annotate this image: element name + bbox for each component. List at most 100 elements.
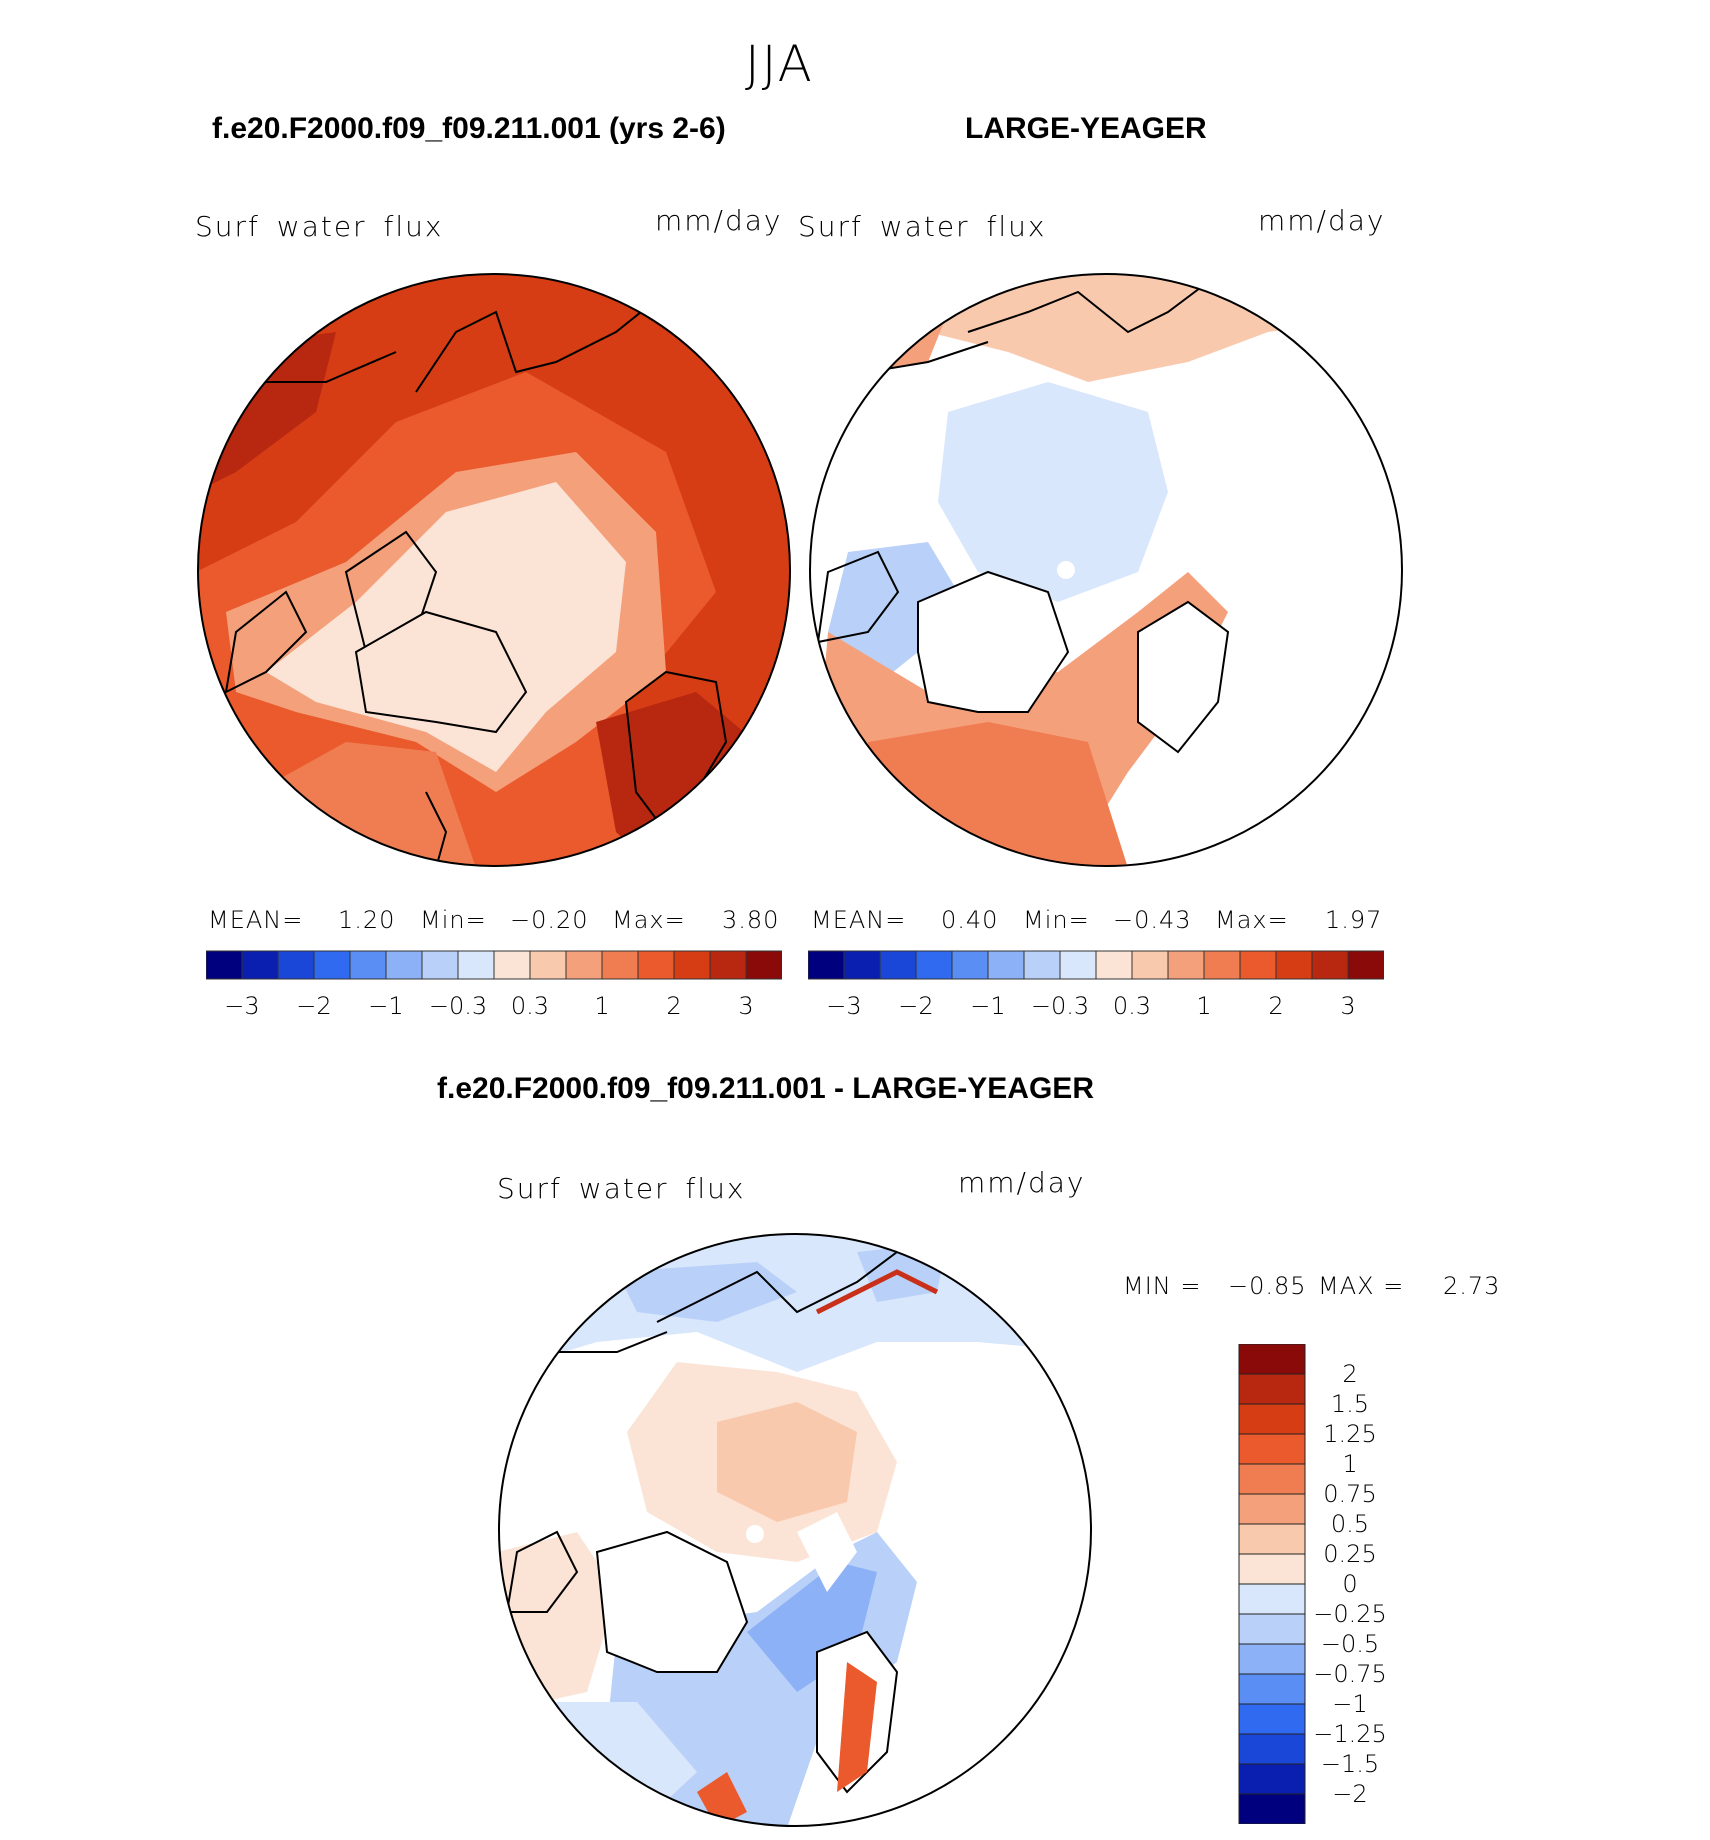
panel2-mean-label: MEAN= [811,906,907,934]
diff-colorbar-tick-label: −2 [1332,1780,1367,1808]
panel2-min-value: −0.43 [1113,906,1192,934]
panel2-colorbar-box [1095,950,1133,980]
panel2-colorbar-box [879,950,917,980]
diff-max-value: 2.73 [1443,1272,1501,1300]
diff-colorbar-box [1238,1583,1306,1615]
panel1-colorbar-box [493,950,531,980]
panel1-colorbar-box [745,950,782,980]
diff-colorbar-box [1238,1673,1306,1705]
diff-colorbar-tick-label: −1.25 [1313,1720,1387,1748]
panel2-colorbar-box [1023,950,1061,980]
panel1-variable-label: Surf water flux [195,210,444,243]
panel2-colorbar-box [915,950,953,980]
panel1-colorbar-box [457,950,495,980]
panel1-min-label: Min= [420,906,487,934]
panel1-colorbar-box [601,950,639,980]
panel1-colorbar-tick-label: 1 [594,992,609,1020]
panel2-max-label: Max= [1215,906,1289,934]
diff-colorbar-box [1238,1793,1306,1824]
diff-colorbar-box [1238,1733,1306,1765]
panel1-polar-map [197,273,791,867]
panel1-colorbar-box [565,950,603,980]
panel2-colorbar-tick-label: −2 [898,992,933,1020]
diff-colorbar-tick-label: −0.75 [1313,1660,1387,1688]
diff-colorbar-box [1238,1613,1306,1645]
panel1-colorbar-box [637,950,675,980]
figure-title: JJA [745,35,814,93]
panel1-colorbar-box [709,950,747,980]
diff-colorbar-tick-label: 1.25 [1323,1420,1376,1448]
diff-polar-map [498,1233,1092,1827]
panel2-colorbar-tick-label: 2 [1268,992,1283,1020]
panel2-colorbar-tick-label: 0.3 [1113,992,1151,1020]
panel1-colorbar-box [313,950,351,980]
panel1-max-value: 3.80 [722,906,780,934]
panel1-mean-value: 1.20 [338,906,396,934]
diff-colorbar-box [1238,1403,1306,1435]
diff-colorbar-box [1238,1523,1306,1555]
panel2-min-label: Min= [1023,906,1090,934]
panel2-colorbar-box [987,950,1025,980]
diff-max-label: MAX = [1318,1272,1405,1300]
panel1-max-label: Max= [612,906,686,934]
diff-colorbar-tick-label: 1.5 [1331,1390,1369,1418]
diff-colorbar-tick-label: −1 [1332,1690,1367,1718]
panel1-min-value: −0.20 [510,906,589,934]
diff-colorbar-box [1238,1433,1306,1465]
diff-units-label: mm/day [958,1166,1086,1199]
diff-colorbar-tick-label: −0.25 [1313,1600,1387,1628]
diff-colorbar-tick-label: 0.5 [1331,1510,1369,1538]
panel2-colorbar-box [1275,950,1313,980]
diff-colorbar-box [1238,1643,1306,1675]
panel2-colorbar-box [1131,950,1169,980]
diff-colorbar-tick-label: −0.5 [1321,1630,1379,1658]
panel1-units-label: mm/day [655,204,783,237]
panel2-colorbar-box [843,950,881,980]
diff-colorbar-tick-label: 2 [1342,1360,1357,1388]
diff-colorbar-box [1238,1763,1306,1795]
panel1-colorbar-box [385,950,423,980]
diff-colorbar-tick-label: 0 [1342,1570,1357,1598]
panel2-colorbar-box [1203,950,1241,980]
diff-colorbar-box [1238,1373,1306,1405]
diff-min-label: MIN = [1123,1272,1202,1300]
panel1-colorbar-tick-label: −2 [296,992,331,1020]
panel2-colorbar-box [1347,950,1384,980]
panel1-colorbar-tick-label: 3 [738,992,753,1020]
panel1-mean-label: MEAN= [208,906,304,934]
panel2-colorbar-tick-label: −3 [826,992,861,1020]
diff-colorbar: 21.51.2510.750.50.250−0.25−0.5−0.75−1−1.… [1238,1344,1387,1824]
panel1-colorbar: −3 −2 −1 −0.3 0.3 1 2 3 [206,950,782,1020]
panel1-colorbar-tick-label: 2 [666,992,681,1020]
panel2-colorbar-tick-label: −0.3 [1031,992,1089,1020]
diff-variable-label: Surf water flux [497,1172,746,1205]
diff-colorbar-box [1238,1703,1306,1735]
panel1-colorbar-tick-label: −3 [224,992,259,1020]
panel1-colorbar-box [529,950,567,980]
diff-colorbar-tick-label: 1 [1342,1450,1357,1478]
panel1-colorbar-tick-label: 0.3 [511,992,549,1020]
panel1-colorbar-box [206,950,243,980]
panel1-colorbar-box [349,950,387,980]
diff-colorbar-box [1238,1344,1306,1375]
panel2-colorbar-tick-label: 1 [1196,992,1211,1020]
diff-case-title: f.e20.F2000.f09_f09.211.001 - LARGE-YEAG… [437,1072,1094,1105]
panel2-case-title: LARGE-YEAGER [965,112,1207,145]
diff-colorbar-tick-label: −1.5 [1321,1750,1379,1778]
panel1-colorbar-tick-label: −1 [368,992,403,1020]
panel2-colorbar-box [808,950,845,980]
diff-colorbar-box [1238,1493,1306,1525]
panel2-colorbar: −3 −2 −1 −0.3 0.3 1 2 3 [808,950,1384,1020]
diff-colorbar-tick-label: 0.75 [1323,1480,1376,1508]
panel2-colorbar-box [1059,950,1097,980]
panel1-colorbar-box [673,950,711,980]
panel2-colorbar-tick-label: −1 [970,992,1005,1020]
panel2-polar-map [809,273,1403,867]
panel1-colorbar-tick-label: −0.3 [429,992,487,1020]
panel2-colorbar-tick-label: 3 [1340,992,1355,1020]
panel2-variable-label: Surf water flux [798,210,1047,243]
panel2-colorbar-box [951,950,989,980]
panel1-colorbar-box [421,950,459,980]
diff-colorbar-box [1238,1463,1306,1495]
panel2-colorbar-box [1311,950,1349,980]
